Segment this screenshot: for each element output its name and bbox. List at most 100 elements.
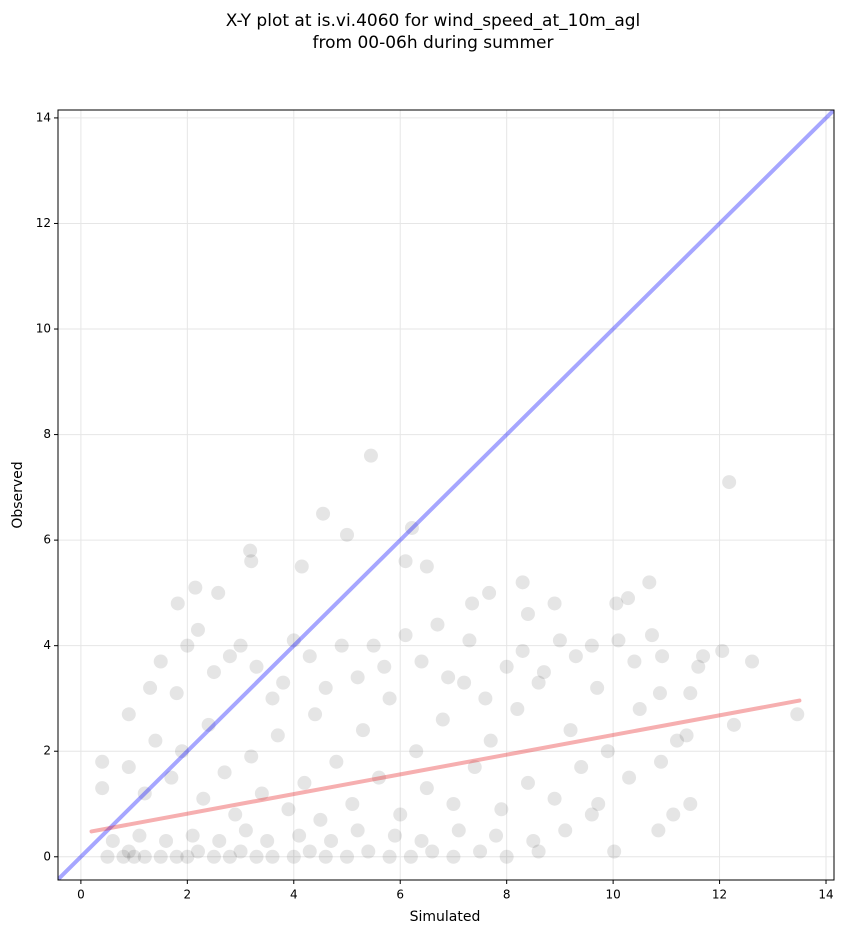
- point: [201, 717, 216, 732]
- point: [121, 844, 136, 859]
- point: [632, 702, 647, 717]
- point: [233, 844, 248, 859]
- point: [465, 596, 480, 611]
- point: [419, 559, 434, 574]
- point: [531, 844, 546, 859]
- point: [483, 733, 498, 748]
- point: [536, 665, 551, 680]
- point: [627, 654, 642, 669]
- point: [590, 680, 605, 695]
- point: [334, 638, 349, 653]
- point: [361, 844, 376, 859]
- point: [611, 633, 626, 648]
- point: [180, 638, 195, 653]
- point: [715, 643, 730, 658]
- point: [489, 828, 504, 843]
- point: [95, 754, 110, 769]
- point: [137, 786, 152, 801]
- fit-line: [58, 110, 834, 880]
- point: [175, 744, 190, 759]
- chart-title: X-Y plot at is.vi.4060 for wind_speed_at…: [226, 11, 641, 31]
- point: [435, 712, 450, 727]
- point: [652, 686, 667, 701]
- point: [642, 575, 657, 590]
- point: [482, 585, 497, 600]
- point: [260, 833, 275, 848]
- point: [313, 812, 328, 827]
- point: [600, 744, 615, 759]
- point: [276, 675, 291, 690]
- point: [180, 849, 195, 864]
- point: [520, 607, 535, 622]
- y-tick-label: 0: [43, 849, 51, 863]
- point: [294, 559, 309, 574]
- point: [340, 527, 355, 542]
- point: [190, 622, 205, 637]
- point: [153, 654, 168, 669]
- point: [574, 760, 589, 775]
- point: [655, 649, 670, 664]
- point: [499, 849, 514, 864]
- chart-subtitle: from 00-06h during summer: [313, 33, 554, 53]
- point: [547, 791, 562, 806]
- x-tick-label: 0: [77, 888, 85, 902]
- point: [654, 754, 669, 769]
- point: [467, 760, 482, 775]
- point: [127, 849, 142, 864]
- point: [531, 675, 546, 690]
- x-tick-label: 14: [818, 888, 833, 902]
- point: [393, 807, 408, 822]
- point: [446, 849, 461, 864]
- point: [691, 659, 706, 674]
- point: [441, 670, 456, 685]
- point: [153, 849, 168, 864]
- point: [318, 680, 333, 695]
- point: [790, 707, 805, 722]
- point: [292, 828, 307, 843]
- point: [414, 654, 429, 669]
- point: [457, 675, 472, 690]
- point: [409, 744, 424, 759]
- grid: [58, 110, 834, 880]
- point: [345, 797, 360, 812]
- point: [121, 707, 136, 722]
- x-tick-label: 12: [712, 888, 727, 902]
- point: [329, 754, 344, 769]
- x-tick-label: 2: [184, 888, 192, 902]
- point: [212, 833, 227, 848]
- y-tick-label: 12: [36, 216, 51, 230]
- point: [644, 628, 659, 643]
- point: [547, 596, 562, 611]
- point: [308, 707, 323, 722]
- point: [249, 659, 264, 674]
- point: [238, 823, 253, 838]
- point: [270, 728, 285, 743]
- point: [398, 628, 413, 643]
- point: [669, 733, 684, 748]
- point: [190, 844, 205, 859]
- y-tick-label: 4: [43, 638, 51, 652]
- point: [281, 802, 296, 817]
- point: [159, 833, 174, 848]
- point: [558, 823, 573, 838]
- point: [211, 585, 226, 600]
- y-tick-label: 10: [36, 322, 51, 336]
- y-tick-label: 6: [43, 533, 51, 547]
- y-axis-label: Observed: [10, 461, 26, 528]
- point: [414, 833, 429, 848]
- point: [520, 775, 535, 790]
- point: [494, 802, 509, 817]
- point: [425, 844, 440, 859]
- point: [473, 844, 488, 859]
- point: [377, 659, 392, 674]
- y-tick-label: 14: [36, 110, 51, 124]
- point: [316, 506, 331, 521]
- point: [584, 638, 599, 653]
- point: [679, 728, 694, 743]
- point: [683, 797, 698, 812]
- point: [607, 844, 622, 859]
- axes: 0 2 4 6 8 10 12 14 0 2 4 6 8 10 12 14: [36, 110, 834, 901]
- point: [169, 849, 184, 864]
- point: [552, 633, 567, 648]
